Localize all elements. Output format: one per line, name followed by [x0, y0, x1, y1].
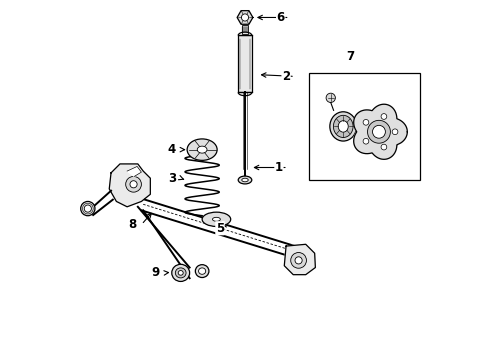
- Bar: [243, 25, 247, 33]
- Ellipse shape: [238, 176, 252, 184]
- Text: 1: 1: [275, 161, 283, 174]
- Ellipse shape: [84, 205, 92, 212]
- Ellipse shape: [178, 271, 183, 275]
- Ellipse shape: [338, 121, 348, 132]
- Ellipse shape: [213, 217, 220, 221]
- Circle shape: [368, 120, 391, 143]
- Circle shape: [381, 144, 387, 150]
- Ellipse shape: [187, 139, 217, 160]
- Ellipse shape: [197, 146, 207, 153]
- Circle shape: [291, 252, 306, 268]
- Ellipse shape: [175, 268, 186, 278]
- Circle shape: [126, 176, 142, 192]
- Ellipse shape: [198, 268, 206, 274]
- Ellipse shape: [242, 178, 248, 182]
- Text: 5: 5: [216, 222, 224, 235]
- Bar: [309, 73, 420, 180]
- Circle shape: [242, 14, 248, 21]
- Circle shape: [363, 138, 369, 144]
- Ellipse shape: [202, 212, 231, 226]
- Circle shape: [363, 120, 369, 125]
- Text: 7: 7: [346, 50, 354, 63]
- Text: 3: 3: [168, 172, 176, 185]
- Text: 6: 6: [276, 11, 285, 24]
- Polygon shape: [284, 244, 316, 275]
- Circle shape: [381, 114, 387, 120]
- Ellipse shape: [81, 202, 95, 216]
- Polygon shape: [354, 104, 407, 159]
- Ellipse shape: [196, 265, 209, 278]
- Polygon shape: [109, 164, 150, 207]
- Ellipse shape: [172, 264, 190, 282]
- Polygon shape: [127, 166, 142, 176]
- Text: 8: 8: [128, 218, 137, 231]
- Circle shape: [392, 129, 398, 135]
- Text: 4: 4: [168, 143, 176, 156]
- Circle shape: [326, 93, 335, 103]
- Circle shape: [295, 257, 302, 264]
- Text: 9: 9: [151, 266, 160, 279]
- Circle shape: [130, 181, 137, 188]
- Circle shape: [372, 125, 386, 138]
- Text: 2: 2: [282, 70, 290, 83]
- Polygon shape: [237, 11, 253, 24]
- Ellipse shape: [330, 112, 357, 141]
- Ellipse shape: [333, 115, 353, 138]
- Bar: [238, 35, 252, 93]
